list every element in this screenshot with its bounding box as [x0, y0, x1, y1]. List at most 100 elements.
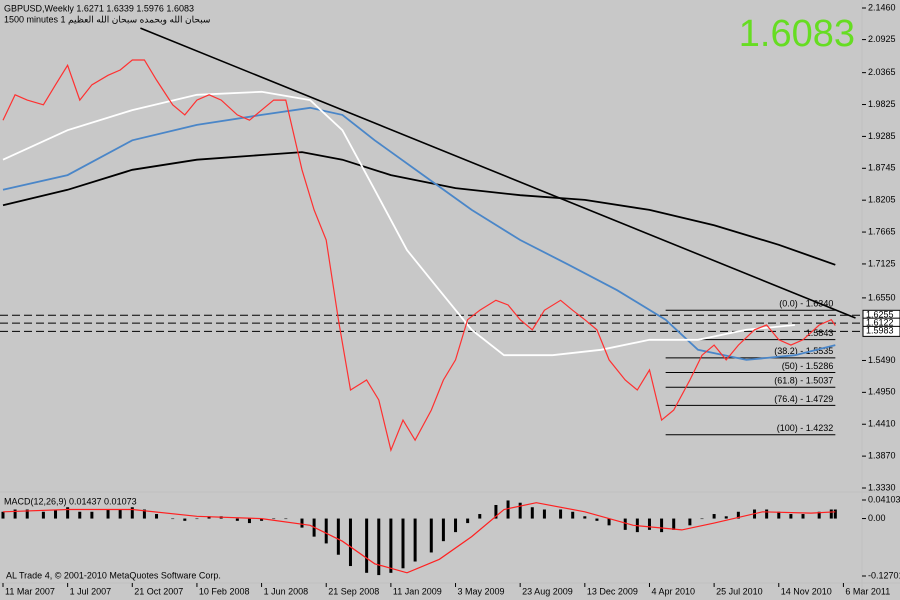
macd-bar	[829, 509, 833, 519]
macd-bar	[66, 507, 70, 519]
y-tick-label: 0.04103	[868, 494, 900, 504]
macd-bar	[466, 518, 470, 524]
x-tick-label: 3 May 2009	[458, 586, 505, 596]
macd-bar	[623, 518, 627, 530]
macd-bar	[106, 509, 110, 519]
x-tick-label: 13 Dec 2009	[587, 586, 638, 596]
price-tag-label: 1.5983	[866, 326, 894, 336]
macd-bar	[155, 514, 159, 519]
fib-label: (38.2) - 1.5535	[774, 346, 833, 356]
macd-bar	[247, 518, 251, 524]
y-tick-label: 1.9825	[868, 99, 896, 109]
macd-bar	[377, 518, 381, 576]
macd-bar	[272, 518, 276, 520]
x-tick-label: 21 Oct 2007	[134, 586, 183, 596]
macd-bar	[336, 518, 340, 555]
macd-bar	[413, 518, 417, 562]
macd-bar	[54, 509, 58, 519]
macd-bar	[724, 516, 728, 519]
fib-label: (61.8) - 1.5037	[774, 376, 833, 386]
macd-bar	[765, 509, 769, 519]
macd-bar	[801, 514, 805, 519]
macd-bar	[1, 511, 5, 519]
macd-bar	[300, 518, 304, 528]
x-tick-label: 23 Aug 2009	[522, 586, 573, 596]
fib-label: (100) - 1.4232	[777, 423, 834, 433]
x-tick-label: 1 Jun 2008	[264, 586, 309, 596]
macd-bar	[672, 518, 676, 530]
price-tag-label: 1.6122	[866, 318, 894, 328]
y-tick-label: 2.1460	[868, 2, 896, 12]
y-tick-label: 0.00	[868, 513, 886, 523]
macd-bar	[833, 509, 837, 519]
macd-bar	[817, 511, 821, 519]
x-tick-label: 1 Jul 2007	[70, 586, 112, 596]
macd-bar	[494, 504, 498, 519]
macd-bar	[660, 518, 664, 533]
macd-bar	[478, 514, 482, 519]
y-tick-label: 1.8205	[868, 195, 896, 205]
fib-label: (50) - 1.5286	[782, 361, 834, 371]
x-tick-label: 6 Mar 2011	[845, 586, 890, 596]
symbol-line: GBPUSD,Weekly 1.6271 1.6339 1.5976 1.608…	[4, 3, 194, 13]
y-tick-label: -0.12701	[868, 570, 900, 580]
macd-bar	[171, 518, 175, 520]
macd-bar	[13, 509, 17, 519]
price-display: 1.6083	[739, 13, 855, 55]
macd-bar	[25, 509, 29, 519]
series-line	[2, 90, 795, 357]
series-line	[2, 151, 836, 266]
x-tick-label: 10 Feb 2008	[199, 586, 250, 596]
trendline	[140, 27, 856, 319]
macd-bar	[789, 514, 793, 519]
macd-bar	[688, 518, 692, 526]
x-tick-label: 4 Apr 2010	[651, 586, 695, 596]
macd-bar	[429, 518, 433, 553]
macd-bar	[571, 511, 575, 519]
y-tick-label: 1.4950	[868, 387, 896, 397]
macd-bar	[454, 518, 458, 533]
macd-bar	[348, 518, 352, 567]
fib-label: 1.5843	[806, 328, 834, 338]
macd-bar	[506, 500, 510, 519]
price-tag-label: 1.6255	[866, 310, 894, 320]
x-tick-label: 11 Mar 2007	[5, 586, 55, 596]
macd-bar	[542, 509, 546, 519]
macd-bar	[365, 518, 369, 573]
macd-bar	[130, 507, 134, 519]
x-tick-label: 21 Sep 2008	[328, 586, 379, 596]
macd-bar	[118, 509, 122, 519]
macd-bar	[235, 518, 239, 521]
fib-label: (76.4) - 1.4729	[774, 394, 833, 404]
macd-bar	[595, 518, 599, 521]
macd-bar	[284, 518, 288, 520]
series-line	[2, 59, 836, 453]
y-tick-label: 2.0365	[868, 67, 896, 77]
y-tick-label: 1.7125	[868, 258, 896, 268]
macd-bar	[700, 518, 704, 520]
macd-bar	[559, 509, 563, 519]
macd-bar	[607, 518, 611, 526]
signal-line	[2, 502, 836, 574]
macd-bar	[41, 511, 45, 519]
macd-bar	[401, 518, 405, 569]
panel-title: MACD(12,26,9) 0.01437 0.01073	[4, 496, 137, 506]
copyright: AL Trade 4, © 2001-2010 MetaQuotes Softw…	[6, 570, 221, 580]
y-tick-label: 1.7665	[868, 226, 896, 236]
x-tick-label: 25 Jul 2010	[716, 586, 763, 596]
y-tick-label: 2.0925	[868, 34, 896, 44]
y-tick-label: 1.8745	[868, 163, 896, 173]
y-tick-label: 1.3870	[868, 450, 896, 460]
macd-bar	[142, 509, 146, 519]
macd-bar	[207, 516, 211, 519]
y-tick-label: 1.9285	[868, 131, 896, 141]
macd-bar	[260, 518, 264, 521]
y-tick-label: 1.5490	[868, 355, 896, 365]
x-tick-label: 14 Nov 2010	[781, 586, 832, 596]
macd-bar	[736, 511, 740, 519]
macd-bar	[324, 518, 328, 544]
macd-bar	[583, 516, 587, 519]
